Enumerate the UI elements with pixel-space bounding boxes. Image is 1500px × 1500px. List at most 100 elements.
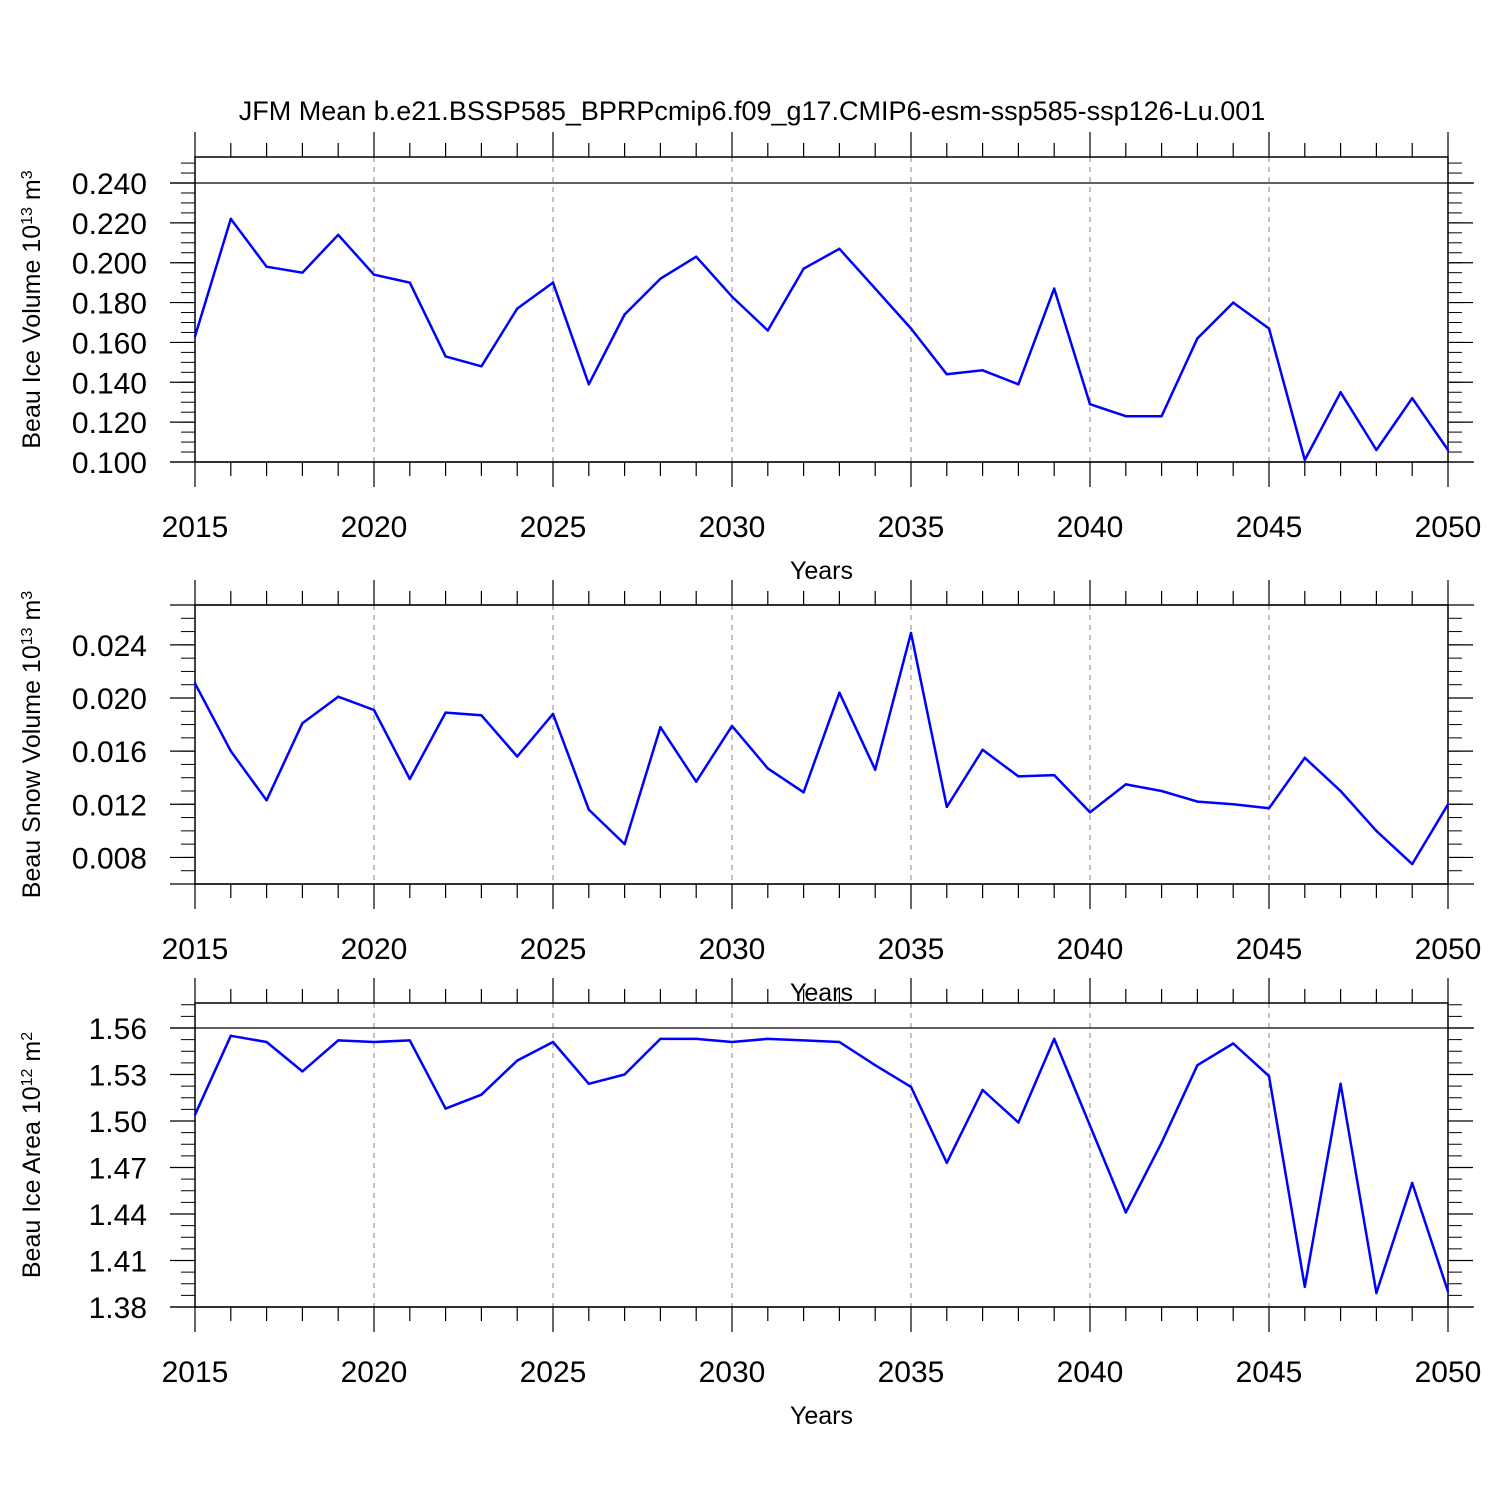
x-tick-label: 2040 [1057, 1356, 1124, 1389]
data-point [229, 217, 232, 221]
data-point [1017, 383, 1020, 386]
y-axis-title-part: Beau Ice Volume 10 [18, 225, 46, 449]
data-point [1303, 756, 1307, 759]
data-point [1232, 301, 1235, 304]
data-point [1411, 1181, 1414, 1185]
data-point [981, 1088, 984, 1092]
y-tick-label: 1.41 [89, 1246, 147, 1279]
y-axis-title-part: m [18, 1041, 46, 1069]
data-point [551, 1040, 555, 1044]
data-point [1088, 1124, 1092, 1127]
data-point [1088, 403, 1092, 406]
y-axis-title-part: m [18, 179, 46, 207]
y-tick-label: 0.100 [72, 447, 147, 480]
data-point [945, 1161, 948, 1165]
data-point [909, 1085, 913, 1089]
data-point [802, 267, 805, 270]
data-point [1375, 448, 1378, 452]
y-tick-label: 1.53 [89, 1060, 147, 1093]
data-point [730, 1040, 734, 1044]
series-line [193, 217, 1450, 462]
chart-title: JFM Mean b.e21.BSSP585_BPRPcmip6.f09_g17… [239, 96, 1266, 126]
x-tick-label: 2020 [341, 511, 408, 544]
x-tick-label: 2015 [162, 1356, 229, 1389]
data-point [480, 1093, 483, 1096]
data-point [623, 842, 626, 846]
panel-ice-area: 1.38 1.41 1.44 1.47 1.50 1.53 1.56 2015 2020 2025… [18, 978, 1481, 1430]
series-line [193, 631, 1450, 866]
data-point [444, 1107, 447, 1110]
x-tick-label: 2020 [341, 933, 408, 966]
y-axis-title-part: 12 [19, 1068, 36, 1086]
data-point [1053, 773, 1056, 777]
data-point [730, 724, 734, 728]
y-tick-label: 1.38 [89, 1292, 147, 1325]
data-point [408, 777, 411, 781]
x-axis-title: Years [790, 1402, 853, 1430]
data-point [623, 1073, 626, 1076]
data-point [695, 1037, 698, 1041]
data-point [1053, 1037, 1056, 1041]
panel-snow-volume: 0.008 0.012 0.016 0.020 0.024 2015 2020 2025 203… [18, 580, 1481, 1007]
y-axis-title: Beau Ice Area 1012 m2 [18, 1032, 46, 1278]
data-point [372, 708, 376, 712]
data-point [659, 277, 662, 280]
plot-frame [194, 604, 1449, 885]
data-point [945, 805, 948, 809]
data-point [838, 691, 841, 694]
data-point [480, 714, 483, 717]
y-tick-label: 0.140 [72, 367, 147, 400]
data-point [516, 755, 519, 758]
data-point [587, 1082, 590, 1086]
data-point [730, 295, 734, 298]
y-tick-label: 0.020 [72, 683, 147, 716]
data-point [1196, 337, 1199, 340]
data-point [516, 1059, 519, 1062]
x-tick-label: 2025 [520, 511, 587, 544]
data-point [1303, 458, 1307, 462]
data-point [301, 1070, 304, 1073]
data-point [838, 1040, 841, 1044]
plot-frame [194, 1002, 1449, 1308]
x-tick-label: 2050 [1415, 933, 1482, 966]
data-point [301, 271, 304, 274]
panel-ice-volume: 0.100 0.120 0.140 0.160 0.180 0.200 0.220 0.240… [18, 132, 1481, 585]
data-point [659, 1037, 662, 1041]
y-tick-label: 0.220 [72, 208, 147, 241]
data-point [265, 1040, 268, 1044]
x-tick-label: 2030 [699, 1356, 766, 1389]
y-axis-title-part: 13 [19, 627, 36, 645]
data-point [1053, 287, 1056, 290]
data-point [372, 273, 376, 276]
data-point [1411, 397, 1414, 400]
y-tick-label: 1.44 [89, 1199, 147, 1232]
data-point [265, 799, 268, 802]
data-point [1267, 327, 1271, 330]
y-tick-label: 0.120 [72, 407, 147, 440]
data-point [229, 749, 232, 753]
y-tick-label: 1.47 [89, 1153, 147, 1186]
data-point [874, 1064, 877, 1067]
x-tick-label: 2045 [1236, 933, 1303, 966]
x-tick-label: 2050 [1415, 1356, 1482, 1389]
data-point [802, 791, 805, 794]
y-axis-title-part: 13 [19, 207, 36, 225]
y-axis-title-part: m [18, 600, 46, 628]
y-tick-label: 0.008 [72, 842, 147, 875]
y-axis-title-part: 3 [19, 591, 36, 600]
data-point [1124, 1211, 1128, 1214]
data-point [372, 1040, 376, 1044]
data-point [695, 255, 698, 258]
data-point [1160, 789, 1163, 793]
data-point [551, 281, 555, 284]
data-point [838, 247, 841, 250]
x-tick-label: 2015 [162, 511, 229, 544]
x-tick-label: 2045 [1236, 1356, 1303, 1389]
data-point [1446, 1290, 1450, 1293]
data-point [408, 281, 411, 284]
data-point [1124, 783, 1128, 786]
x-tick-label: 2035 [878, 511, 945, 544]
data-point [1267, 807, 1271, 810]
data-point [802, 1039, 805, 1042]
x-tick-label: 2025 [520, 1356, 587, 1389]
